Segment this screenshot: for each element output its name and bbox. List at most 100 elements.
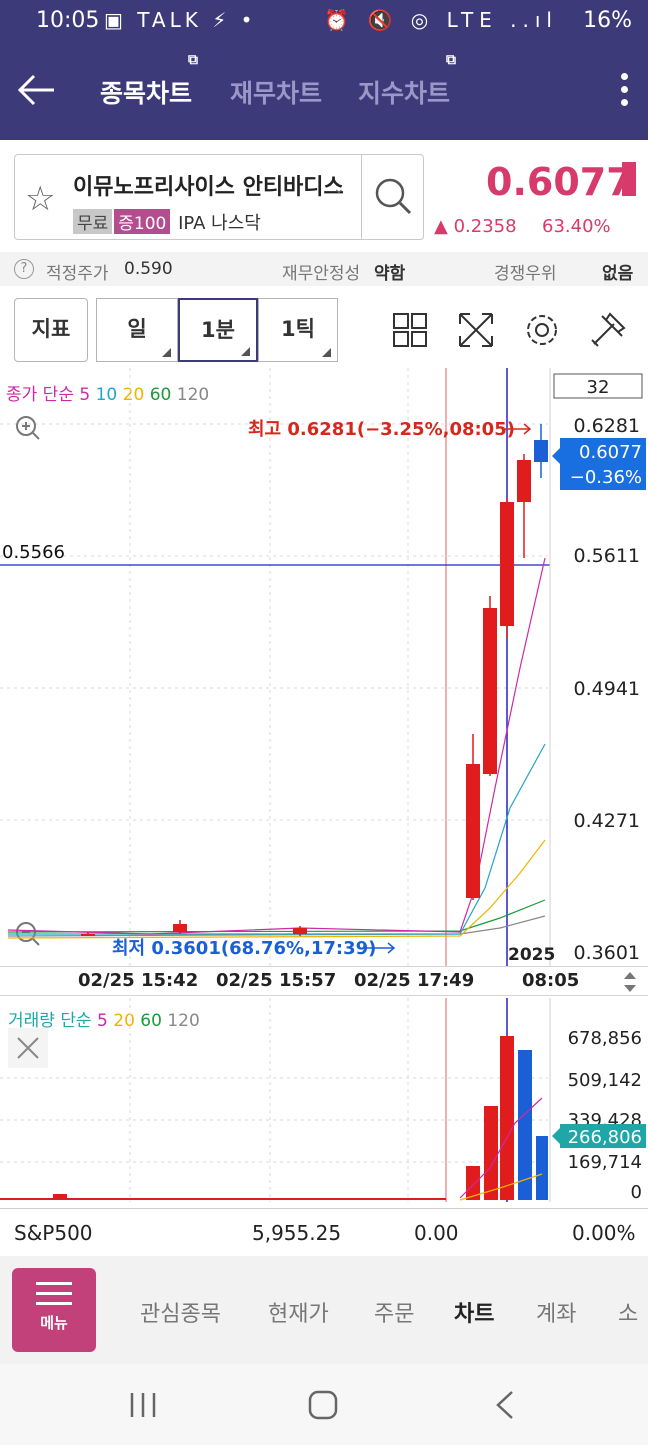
tag-margin: 증100 (114, 209, 171, 234)
close-icon (17, 1037, 39, 1059)
period-1tick-button[interactable]: 1틱 (258, 298, 338, 362)
system-status-icons: ⏰ 🔇 ◎ LTE ..ıl (324, 8, 558, 32)
fin-stability-label: 재무안정성 (282, 264, 361, 284)
candle-body (293, 928, 307, 934)
tab-financial-chart[interactable]: 재무차트 (230, 74, 322, 110)
menu-item-order[interactable]: 주문 (374, 1302, 415, 1327)
index-ticker-row[interactable]: S&P500 5,955.25 0.00 0.00% (0, 1208, 648, 1256)
back-icon[interactable] (490, 1388, 520, 1422)
fair-price-label: 적정주가 (46, 264, 109, 284)
volume-tag-pointer (552, 1128, 560, 1144)
stock-name: 이뮤노프리사이스 안티바디스 (73, 175, 344, 200)
menu-item-chart[interactable]: 차트 (454, 1302, 495, 1327)
period-1min-button[interactable]: 1분 (178, 298, 258, 362)
competition-value: 없음 (602, 264, 634, 284)
menu-item-watchlist[interactable]: 관심종목 (140, 1302, 221, 1327)
notification-icons: ▣ TALK ⚡ • (104, 8, 257, 32)
volume-bar (466, 1166, 480, 1200)
index-change: 0.00 (414, 1221, 459, 1245)
help-icon[interactable]: ? (14, 259, 34, 279)
tab-financial-chart-label: 재무차트 (230, 79, 323, 108)
candle-body (517, 460, 531, 502)
volume-ma-legend: 거래량 단순 5 20 60 120 (8, 1006, 200, 1031)
indicator-button[interactable]: 지표 (14, 298, 88, 362)
settings-gear-icon[interactable] (522, 310, 562, 350)
zoom-in-icon[interactable] (16, 416, 40, 440)
home-icon[interactable] (306, 1388, 340, 1422)
price-axis-label: 0.5611 (574, 545, 640, 567)
volume-bar (536, 1136, 548, 1200)
menu-item-more[interactable]: 소 (618, 1302, 639, 1327)
high-annotation: 최고 0.6281(−3.25%,08:05) (248, 419, 515, 440)
top-app-bar: 10:05 ▣ TALK ⚡ • ⏰ 🔇 ◎ LTE ..ıl 16% 종목차트… (0, 0, 648, 140)
ma10-label: 10 (95, 385, 118, 405)
period-1tick-label: 1틱 (281, 317, 315, 341)
fullscreen-icon[interactable] (456, 310, 496, 350)
price-change-pct: 63.40% (542, 216, 611, 237)
time-label: 02/25 15:57 (216, 970, 337, 991)
back-arrow-icon[interactable] (14, 68, 58, 112)
drawing-tools-icon[interactable] (588, 310, 628, 350)
current-price-tag-pointer (552, 448, 560, 464)
tab-index-chart[interactable]: 지수차트 ⧉ (358, 52, 456, 110)
price-legend-label: 종가 단순 (6, 385, 74, 405)
indicator-label: 지표 (31, 317, 71, 341)
index-name: S&P500 (14, 1221, 93, 1245)
status-bar: 10:05 ▣ TALK ⚡ • ⏰ 🔇 ◎ LTE ..ıl 16% (0, 0, 648, 46)
tab-stock-chart[interactable]: 종목차트 ⧉ (100, 52, 198, 110)
layout-grid-icon[interactable] (390, 310, 430, 350)
search-button[interactable] (361, 155, 423, 239)
tab-index-chart-label: 지수차트 (358, 79, 451, 108)
hamburger-icon (36, 1282, 72, 1305)
low-arrow (364, 942, 396, 954)
volume-grid (0, 998, 548, 1202)
tag-ipa: IPA (178, 213, 206, 234)
price-candle-chart[interactable]: 최고 0.6281(−3.25%,08:05) 최저 0.3601(68.76%… (0, 368, 648, 968)
price-change: ▲ 0.2358 (434, 216, 517, 237)
more-options-icon[interactable] (618, 70, 630, 114)
favorite-star-icon[interactable]: ☆ (25, 179, 56, 219)
ma5-line (7, 557, 546, 935)
candle-count-box[interactable] (553, 373, 643, 399)
menu-label: 메뉴 (40, 1314, 68, 1332)
fair-price-value: 0.590 (124, 259, 173, 279)
price-axis-label: 0.3601 (574, 942, 640, 964)
current-price-tag-pct: −0.36% (570, 467, 642, 488)
candle-body (173, 924, 187, 932)
volume-legend-label: 거래량 단순 (8, 1011, 92, 1031)
candles-group (81, 424, 548, 936)
scroll-updown-icon[interactable] (620, 969, 640, 995)
stock-tags: 무료 증100 IPA 나스닥 (73, 209, 261, 235)
vol-ma60-label: 60 (140, 1011, 162, 1031)
price-axis-label: 0.4271 (574, 810, 640, 832)
volume-baseline-bars (0, 1198, 446, 1200)
competition-label: 경쟁우위 (494, 264, 557, 284)
menu-item-current-price[interactable]: 현재가 (268, 1302, 329, 1327)
main-menu-button[interactable]: 메뉴 (12, 1268, 96, 1352)
candle-body (483, 608, 497, 774)
volume-ma5-line (459, 1097, 543, 1199)
ma5-label: 5 (79, 385, 91, 405)
volume-axis-label: 509,142 (568, 1070, 642, 1091)
ma60-line (7, 899, 546, 933)
time-axis: 02/25 15:42 02/25 15:57 02/25 17:49 08:0… (0, 966, 648, 996)
volume-bar (518, 1050, 532, 1200)
tab-stock-chart-label: 종목차트 (100, 79, 193, 108)
volume-ma20-line (459, 1173, 543, 1201)
volume-current-value: 266,806 (568, 1127, 642, 1148)
current-price: 0.6077 (486, 160, 633, 204)
copy-icon: ⧉ (446, 52, 457, 68)
ma20-label: 20 (122, 385, 145, 405)
tag-exchange: 나스닥 (211, 213, 261, 234)
ma120-label: 120 (176, 385, 210, 405)
menu-item-account[interactable]: 계좌 (536, 1302, 577, 1327)
time-label: 02/25 17:49 (354, 970, 475, 991)
volume-chart[interactable]: 678,856 509,142 339,428 169,714 0 266,80… (0, 998, 648, 1206)
recent-apps-icon[interactable] (126, 1390, 160, 1420)
vol-ma5-label: 5 (97, 1011, 108, 1031)
stock-selector[interactable]: ☆ 이뮤노프리사이스 안티바디스 ⌄ 무료 증100 IPA 나스닥 (14, 154, 424, 240)
period-day-button[interactable]: 일 (96, 298, 178, 362)
ma120-line (7, 915, 546, 937)
candle-body (81, 934, 95, 936)
